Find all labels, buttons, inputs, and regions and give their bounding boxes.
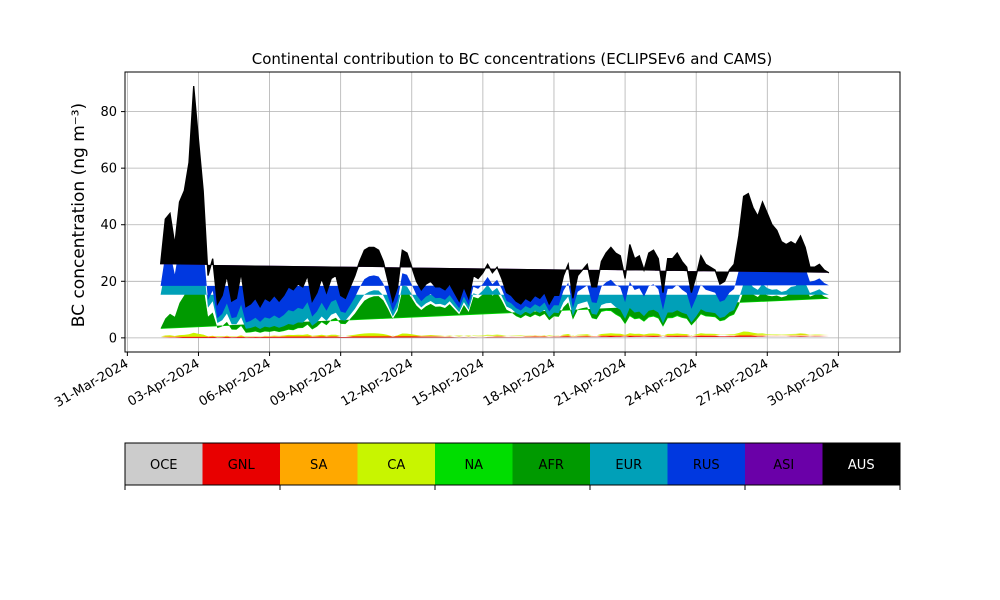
x-tick-label: 30-Apr-2024 [765, 356, 842, 409]
legend-swatch-rus [667, 443, 746, 485]
legend-label: AUS [848, 458, 875, 473]
axes-frame [124, 71, 901, 353]
area-ca [160, 331, 829, 337]
legend-label: CA [387, 458, 405, 473]
x-tick-label: 06-Apr-2024 [196, 356, 273, 409]
y-tick-label: 40 [100, 218, 117, 233]
x-tick-label: 24-Apr-2024 [623, 356, 700, 409]
y-tick-label: 60 [100, 162, 117, 177]
legend-label: SA [310, 458, 327, 473]
legend-label: GNL [228, 458, 256, 473]
y-tick-label: 0 [109, 331, 117, 346]
legend-swatch-afr [512, 443, 591, 485]
area-aus [160, 86, 829, 307]
legend-swatch-sa [280, 443, 358, 485]
y-axis-label: BC concentration (ng m⁻³) [69, 103, 89, 327]
legend-swatch-ca [357, 443, 436, 485]
area-sa [160, 333, 829, 338]
legend-label: ASI [773, 458, 794, 473]
legend-colorbar: OCE GNL SA CA NA AFR EUR RUS ASI AUS [124, 442, 901, 490]
x-tick-label: 09-Apr-2024 [268, 356, 345, 409]
legend-label: OCE [150, 458, 178, 473]
legend-swatch-eur [590, 443, 668, 485]
x-tick-label: 18-Apr-2024 [481, 356, 558, 409]
chart-title: Continental contribution to BC concentra… [252, 50, 773, 68]
total-line [159, 86, 830, 309]
area-gnl [160, 335, 829, 338]
series-layer [159, 86, 830, 338]
legend-label: RUS [693, 458, 720, 473]
y-tick-label: 80 [100, 105, 117, 120]
legend-label: AFR [539, 458, 564, 473]
x-tick-label: 12-Apr-2024 [339, 356, 416, 409]
legend-swatch-na [435, 443, 513, 485]
x-tick-label: 21-Apr-2024 [552, 356, 629, 409]
x-tick-label: 31-Mar-2024 [52, 356, 131, 410]
legend-frame [124, 442, 901, 486]
y-tick-label: 20 [100, 275, 117, 290]
x-tick-label: 03-Apr-2024 [125, 356, 202, 409]
x-tick-label: 27-Apr-2024 [694, 356, 771, 409]
legend-swatch-aus [822, 443, 901, 485]
legend-swatch-gnl [202, 443, 281, 485]
legend-swatch-asi [745, 443, 823, 485]
legend-swatch-oce [125, 443, 203, 485]
legend-label: NA [464, 458, 483, 473]
legend-label: EUR [615, 458, 642, 473]
x-tick-label: 15-Apr-2024 [410, 356, 487, 409]
